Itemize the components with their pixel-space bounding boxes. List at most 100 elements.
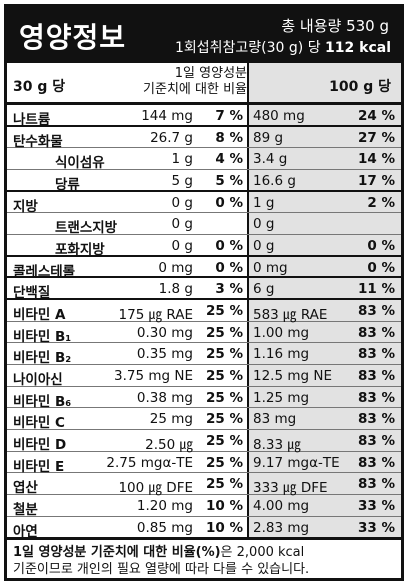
amount-per30: 1.20 mg <box>136 498 193 515</box>
per30-heading: 30 g 당 <box>13 79 66 95</box>
nutrient-row: 비타민 A 175 ㎍ RAE 25 % 583 ㎍ RAE 83 % <box>7 300 401 324</box>
amount-per100: 1 g <box>253 194 275 211</box>
amount-per30: 5 g <box>171 173 193 190</box>
footer-line2: 기준이므로 개인의 필요 열량에 따라 다를 수 있습니다. <box>13 562 310 577</box>
dv-per100: 83 % <box>357 454 395 471</box>
nutrient-row: 철분 1.20 mg 10 % 4.00 mg 33 % <box>7 495 401 519</box>
nutrient-name: 비타민 B₆ <box>13 393 72 410</box>
dv-per30: 25 % <box>205 303 243 320</box>
amount-per30: 1 g <box>171 151 193 168</box>
amount-per100: 4.00 mg <box>253 498 310 515</box>
label-title: 영양정보 <box>19 21 127 54</box>
dv-per30: 0 % <box>215 194 243 211</box>
nutrient-row: 나트륨 144 mg 7 % 480 mg 24 % <box>7 105 401 128</box>
amount-per100: 3.4 g <box>253 151 288 168</box>
dv-per30: 25 % <box>205 389 243 406</box>
amount-per30: 25 mg <box>149 411 193 428</box>
nutrient-row: 엽산 100 ㎍ DFE 25 % 333 ㎍ DFE 83 % <box>7 473 401 497</box>
dv-per100: 83 % <box>357 324 395 341</box>
nutrient-row: 당류 5 g 5 % 16.6 g 17 % <box>7 170 401 193</box>
dv-per100: 17 % <box>357 173 395 190</box>
dv-per30: 25 % <box>205 368 243 385</box>
nutrient-name: 단백질 <box>13 285 51 302</box>
nutrient-row: 단백질 1.8 g 3 % 6 g 11 % <box>7 278 401 302</box>
nutrient-table: 나트륨 144 mg 7 % 480 mg 24 % 탄수화물 26.7 g 8 % 89 g 2… <box>7 105 401 540</box>
dv-per100: 83 % <box>357 303 395 320</box>
dv-per100: 11 % <box>357 281 395 298</box>
amount-per100: 9.17 mgα-TE <box>253 454 340 471</box>
dv-per100: 83 % <box>357 476 395 493</box>
amount-per30: 175 ㎍ RAE <box>118 307 193 324</box>
dv-per30: 25 % <box>205 324 243 341</box>
amount-per30: 0 g <box>171 238 193 255</box>
dv-per30: 25 % <box>205 476 243 493</box>
dv-per100: 24 % <box>357 108 395 124</box>
amount-per30: 0.85 mg <box>136 519 193 536</box>
nutrient-row: 나이아신 3.75 mg NE 25 % 12.5 mg NE 83 % <box>7 365 401 389</box>
nutrient-row: 비타민 D 2.50 ㎍ 25 % 8.33 ㎍ 83 % <box>7 430 401 454</box>
amount-per100: 0 mg <box>253 259 288 276</box>
daily-value-heading-line2: 기준치에 대한 비율 <box>143 82 247 97</box>
amount-per100: 12.5 mg NE <box>253 368 332 385</box>
nutrient-name: 나이아신 <box>13 372 63 389</box>
amount-per30: 0.35 mg <box>136 346 193 363</box>
dv-per30: 25 % <box>205 411 243 428</box>
nutrient-name: 엽산 <box>13 480 38 497</box>
amount-per30: 3.75 mg NE <box>114 368 193 385</box>
nutrient-name: 비타민 C <box>13 415 65 432</box>
nutrient-row: 콜레스테롤 0 mg 0 % 0 mg 0 % <box>7 257 401 280</box>
amount-per30: 0 g <box>171 194 193 211</box>
amount-per30: 0 g <box>171 216 193 233</box>
amount-per100: 16.6 g <box>253 173 296 190</box>
dv-per100: 83 % <box>357 346 395 363</box>
amount-per30: 100 ㎍ DFE <box>118 480 193 497</box>
amount-per100: 8.33 ㎍ <box>253 437 301 454</box>
amount-per100: 480 mg <box>253 108 305 124</box>
daily-value-heading: 1일 영양성분 기준치에 대한 비율 <box>97 66 247 98</box>
column-header: 30 g 당 1일 영양성분 기준치에 대한 비율 100 g 당 <box>7 63 401 105</box>
amount-per100: 1.25 mg <box>253 389 310 406</box>
nutrient-row: 포화지방 0 g 0 % 0 g 0 % <box>7 235 401 259</box>
daily-value-heading-line1: 1일 영양성분 <box>174 66 247 81</box>
dv-per100: 33 % <box>357 519 395 536</box>
nutrient-name: 지방 <box>13 198 38 215</box>
nutrient-name: 아연 <box>13 523 38 540</box>
dv-per100: 14 % <box>357 151 395 168</box>
dv-per30: 10 % <box>205 498 243 515</box>
amount-per30: 26.7 g <box>150 129 193 146</box>
nutrient-row: 비타민 C 25 mg 25 % 83 mg 83 % <box>7 408 401 432</box>
amount-per30: 0 mg <box>158 259 193 276</box>
nutrient-name: 비타민 B₂ <box>13 350 72 367</box>
footer-rest: 은 2,000 kcal <box>220 545 305 560</box>
nutrient-row: 지방 0 g 0 % 1 g 2 % <box>7 192 401 215</box>
amount-per100: 583 ㎍ RAE <box>253 307 328 324</box>
amount-per30: 144 mg <box>141 108 193 124</box>
dv-per30: 8 % <box>215 129 243 146</box>
nutrient-row: 탄수화물 26.7 g 8 % 89 g 27 % <box>7 127 401 150</box>
amount-per30: 1.8 g <box>158 281 193 298</box>
nutrient-row: 비타민 B₁ 0.30 mg 25 % 1.00 mg 83 % <box>7 322 401 345</box>
footer-line1: 1일 영양성분 기준치에 대한 비율(%)은 2,000 kcal <box>13 544 395 561</box>
nutrient-name: 철분 <box>13 502 38 519</box>
per100-heading: 100 g 당 <box>329 79 391 95</box>
serving-size: 1회섭취참고량(30 g) 당 <box>175 40 321 56</box>
nutrient-name: 식이섬유 <box>55 155 105 172</box>
amount-per100: 83 mg <box>253 411 297 428</box>
nutrient-row: 비타민 B₂ 0.35 mg 25 % 1.16 mg 83 % <box>7 343 401 367</box>
amount-per30: 2.75 mgα-TE <box>106 454 193 471</box>
dv-per30: 7 % <box>215 108 243 124</box>
label-header: 영양정보 총 내용량 530 g 1회섭취참고량(30 g) 당 112 kca… <box>7 7 401 63</box>
nutrient-row: 비타민 E 2.75 mgα-TE 25 % 9.17 mgα-TE 83 % <box>7 452 401 475</box>
amount-per30: 0.30 mg <box>136 324 193 341</box>
dv-per100: 0 % <box>367 238 395 255</box>
nutrient-name: 비타민 A <box>13 307 66 324</box>
amount-per30: 2.50 ㎍ <box>145 437 193 454</box>
dv-per100: 83 % <box>357 433 395 450</box>
nutrient-name: 탄수화물 <box>13 133 63 150</box>
dv-per100: 27 % <box>357 129 395 146</box>
nutrient-name: 포화지방 <box>55 242 105 259</box>
dv-per100: 2 % <box>367 194 395 211</box>
dv-per30: 25 % <box>205 346 243 363</box>
dv-per30: 25 % <box>205 454 243 471</box>
amount-per100: 1.00 mg <box>253 324 310 341</box>
